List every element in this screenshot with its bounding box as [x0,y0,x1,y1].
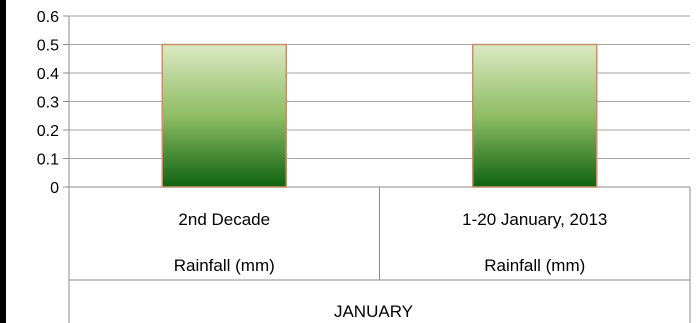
y-tick-label: 0.6 [37,9,59,26]
left-border [0,0,6,323]
y-tick-label: 0.2 [37,123,59,140]
y-tick-label: 0.5 [37,38,59,55]
bar [472,43,598,188]
group-label: JANUARY [334,302,413,321]
axis-labels: 0 0.1 0.2 0.3 0.4 0.5 0.6 2nd Decade Rainfall (m… [37,9,608,321]
bars [161,43,598,188]
y-tick-label: 0.4 [37,66,59,83]
category-label: 1-20 January, 2013 [462,210,607,229]
bar [161,43,287,188]
y-tick-label: 0.1 [37,152,59,169]
y-tick-label: 0 [50,180,59,197]
category-sublabel: Rainfall (mm) [174,256,275,275]
y-tick-label: 0.3 [37,95,59,112]
category-label: 2nd Decade [178,210,270,229]
category-sublabel: Rainfall (mm) [484,256,585,275]
